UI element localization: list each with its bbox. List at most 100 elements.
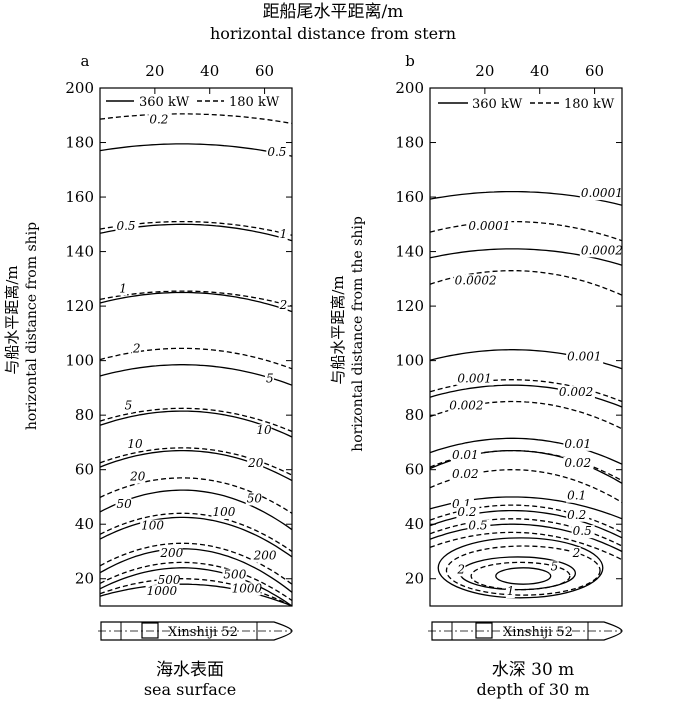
contour-label-bg (278, 227, 288, 241)
legend-solid-label: 360 kW (139, 95, 190, 110)
contour-label-bg (467, 219, 512, 233)
contour-label-bg (247, 456, 264, 470)
ship-bridge-icon (141, 622, 159, 639)
contour-dashed-0.2 (99, 113, 293, 125)
contour-dashed-5 (99, 407, 293, 433)
contour-label: 0.01 (564, 437, 591, 451)
contour-label: 5 (266, 371, 274, 385)
panel-b-caption-cn: 水深 30 m (492, 660, 575, 680)
y-tick-label: 140 (65, 243, 94, 261)
panel-b-frame (429, 87, 623, 607)
legend-solid-label: 360 kW (472, 97, 523, 112)
contour-label-bg (266, 146, 290, 160)
y-tick-label: 180 (65, 134, 94, 152)
contour-label: 2 (456, 562, 465, 576)
y-tick-label: 100 (65, 352, 94, 370)
contour-label: 2 (572, 546, 581, 560)
figure-title-cn: 距船尾水平距离/m (263, 2, 404, 22)
y-tick-label: 40 (405, 515, 424, 533)
y-tick-label: 80 (75, 406, 94, 424)
panel-a-legend: 360 kW 180 kW (106, 95, 280, 110)
contour-label: 100 (141, 519, 164, 533)
figure-title-en: horizontal distance from stern (210, 24, 456, 43)
contour-solid-10 (99, 410, 293, 438)
contour-label: 0.5 (116, 219, 135, 233)
ship-name-label: Xinshiji 52 (168, 625, 238, 640)
contour-label-bg (129, 470, 146, 484)
contour-label: 500 (158, 573, 181, 587)
contour-label-bg (118, 282, 128, 296)
contour-dashed-2 (99, 347, 293, 370)
contour-label-bg (467, 519, 491, 533)
contour-label: 500 (223, 568, 246, 582)
y-tick-label: 100 (395, 352, 424, 370)
contour-label-bg (278, 298, 288, 312)
contour-closed-dashed-1 (445, 545, 601, 596)
contour-label: 100 (212, 505, 235, 519)
contour-label: 0.5 (468, 519, 487, 533)
panel-a-ylabel-en: horizontal distance from ship (24, 222, 40, 430)
contour-label-bg (566, 508, 590, 522)
contour-label: 200 (253, 549, 277, 563)
contour-label-bg (255, 424, 272, 438)
contour-label: 200 (159, 546, 183, 560)
contour-label: 1 (280, 227, 288, 241)
contour-label: 5 (551, 560, 559, 574)
contour-label-bg (448, 399, 486, 413)
contour-label-bg (252, 549, 276, 563)
panel-a-contours (99, 113, 293, 607)
ship-bridge-icon (475, 622, 493, 639)
contour-label-bg (115, 219, 139, 233)
contour-label: 2 (132, 341, 141, 355)
contour-label-bg (563, 456, 594, 470)
contour-closed-solid-5 (495, 567, 552, 585)
contour-label: 0.01 (452, 448, 479, 462)
panel-a-letter: a (81, 52, 90, 70)
contour-label-bg (126, 437, 143, 451)
contour-label-bg (566, 350, 604, 364)
contour-solid-500 (99, 567, 293, 607)
y-tick-label: 200 (395, 79, 424, 97)
y-tick-label: 80 (405, 406, 424, 424)
contour-label-bg (566, 489, 590, 503)
contour-label-bg (571, 546, 581, 560)
contour-label-bg (159, 546, 183, 560)
contour-label: 1000 (147, 584, 178, 598)
contour-label: 0.0001 (468, 219, 510, 233)
contour-label: 1000 (232, 581, 263, 595)
contour-label: 10 (127, 437, 143, 451)
x-tick-label: 40 (530, 62, 549, 80)
contour-label-bg (563, 437, 594, 451)
x-tick-label: 20 (475, 62, 494, 80)
contour-label-bg (123, 399, 133, 413)
panel-a-caption-cn: 海水表面 (156, 660, 224, 680)
contour-label-bg (456, 506, 480, 520)
panel-a-frame (99, 87, 293, 607)
contour-dashed-50 (99, 512, 293, 553)
contour-label: 0.0002 (581, 243, 623, 257)
y-tick-label: 200 (65, 79, 94, 97)
contour-label-bg (222, 568, 246, 582)
contour-dashed-100 (99, 542, 293, 585)
legend-dashed-label: 180 kW (229, 95, 280, 110)
contour-label: 20 (129, 470, 146, 484)
contour-closed-solid-1 (437, 537, 604, 599)
contour-label: 0.02 (452, 467, 479, 481)
contour-solid-0.5 (99, 143, 293, 157)
y-tick-label: 180 (395, 134, 424, 152)
contour-label-bg (505, 585, 515, 599)
panel-a-caption-en: sea surface (144, 680, 236, 699)
x-tick-label: 60 (255, 62, 274, 80)
y-tick-label: 120 (65, 297, 94, 315)
contour-solid-50 (99, 489, 293, 531)
contour-solid-1000 (99, 583, 293, 607)
panel-b-contour-labels: 0.0001 0.0001 0.0002 0.0002 0.001 0.001 0.002 0… (448, 186, 624, 599)
panel-a-contour-labels: 0.2 0.5 0.5 1 1 2 2 5 5 10 10 20 20 50 50 100 100 200 200 5… (115, 112, 290, 599)
contour-solid-0.01 (429, 437, 623, 465)
contour-label: 0.0002 (455, 273, 497, 287)
y-tick-label: 40 (75, 515, 94, 533)
contour-label-bg (131, 342, 141, 356)
contour-label-bg (230, 582, 261, 596)
